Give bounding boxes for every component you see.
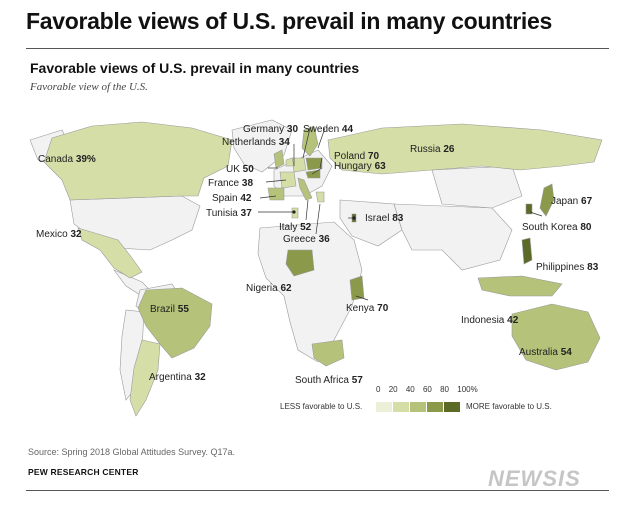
leader-poland — [319, 157, 323, 169]
country-sweden — [301, 125, 319, 157]
label-netherlands: Netherlands 34 — [222, 137, 290, 148]
label-brazil: Brazil 55 — [150, 304, 189, 315]
legend-ticks: 0 20 40 60 80 100% — [376, 385, 484, 394]
china-shape — [431, 165, 523, 209]
country-japan — [539, 183, 555, 217]
leader-south-korea — [529, 211, 543, 217]
label-argentina: Argentina 32 — [149, 372, 206, 383]
chart-title: Favorable views of U.S. prevail in many … — [30, 60, 360, 76]
leader-kenya — [355, 295, 369, 301]
country-argentina — [129, 339, 161, 417]
legend-swatch-0-20 — [376, 402, 393, 412]
label-italy: Italy 52 — [279, 222, 312, 233]
label-philippines: Philippines 83 — [536, 262, 599, 273]
country-russia — [327, 123, 603, 175]
label-south-korea: South Korea 80 — [522, 222, 592, 233]
country-france — [279, 171, 297, 189]
leader-italy — [305, 199, 309, 221]
chart-subtitle: Favorable view of the U.S. — [30, 81, 148, 93]
headline: Favorable views of U.S. prevail in many … — [26, 8, 552, 34]
legend-swatch-80-100 — [444, 402, 461, 412]
world-map — [29, 119, 603, 417]
country-nigeria — [285, 249, 315, 277]
asia-south-shape — [393, 203, 513, 271]
country-kenya — [349, 275, 365, 301]
label-germany: Germany 30 — [243, 124, 299, 135]
country-italy — [297, 177, 313, 201]
legend: 0 20 40 60 80 100% LESS favorable to U.S… — [280, 385, 580, 425]
dot-tunisia — [292, 210, 296, 214]
country-philippines — [521, 237, 533, 265]
legend-color-scale — [376, 399, 461, 412]
legend-more-label: MORE favorable to U.S. — [466, 402, 552, 411]
label-mexico: Mexico 32 — [36, 229, 82, 240]
legend-tick: 80 — [440, 385, 450, 394]
leader-germany — [302, 127, 311, 159]
surveyed-countries — [43, 121, 603, 417]
country-germany — [291, 157, 307, 173]
label-israel: Israel 83 — [365, 213, 404, 224]
label-canada: Canada 39% — [38, 154, 96, 165]
africa-shape — [257, 221, 363, 363]
country-indonesia — [477, 275, 563, 297]
legend-tick: 60 — [422, 385, 432, 394]
legend-tick: 20 — [388, 385, 398, 394]
leader-greece — [315, 203, 321, 235]
label-dots — [292, 210, 356, 220]
country-canada — [43, 121, 233, 201]
label-france: France 38 — [208, 178, 254, 189]
country-mexico — [77, 227, 143, 279]
country-spain — [267, 187, 285, 201]
leader-sweden — [317, 127, 326, 149]
label-hungary: Hungary 63 — [334, 161, 386, 172]
leader-hungary — [311, 167, 323, 175]
legend-swatch-20-40 — [393, 402, 410, 412]
label-south-africa: South Africa 57 — [295, 375, 363, 386]
label-greece: Greece 36 — [283, 234, 330, 245]
label-russia: Russia 26 — [410, 144, 455, 155]
country-uk — [273, 149, 285, 169]
label-tunisia: Tunisia 37 — [206, 208, 252, 219]
leader-france — [265, 179, 287, 183]
dot-israel — [352, 216, 356, 220]
label-sweden: Sweden 44 — [303, 124, 354, 135]
bottom-divider — [26, 490, 609, 491]
legend-less-label: LESS favorable to U.S. — [280, 402, 363, 411]
watermark-logo: NEWSIS — [488, 466, 581, 491]
country-greece — [315, 191, 325, 203]
country-south-africa — [311, 339, 345, 367]
top-divider — [26, 48, 609, 49]
legend-tick: 40 — [405, 385, 415, 394]
organization-name: PEW RESEARCH CENTER — [28, 467, 139, 477]
country-brazil — [137, 287, 213, 359]
country-poland — [305, 157, 323, 171]
legend-swatch-40-60 — [410, 402, 427, 412]
country-hungary — [305, 169, 321, 179]
label-japan: Japan 67 — [551, 196, 593, 207]
label-spain: Spain 42 — [212, 193, 252, 204]
label-kenya: Kenya 70 — [346, 303, 389, 314]
label-indonesia: Indonesia 42 — [461, 315, 519, 326]
label-uk: UK 50 — [226, 164, 254, 175]
legend-tick: 100% — [457, 385, 478, 394]
source-note: Source: Spring 2018 Global Attitudes Sur… — [28, 447, 235, 457]
country-south-korea — [525, 203, 533, 215]
label-nigeria: Nigeria 62 — [246, 283, 292, 294]
label-australia: Australia 54 — [519, 347, 572, 358]
legend-swatch-60-80 — [427, 402, 444, 412]
legend-tick: 0 — [376, 385, 381, 394]
label-poland: Poland 70 — [334, 151, 380, 162]
leader-spain — [259, 195, 277, 199]
country-australia — [511, 303, 601, 371]
